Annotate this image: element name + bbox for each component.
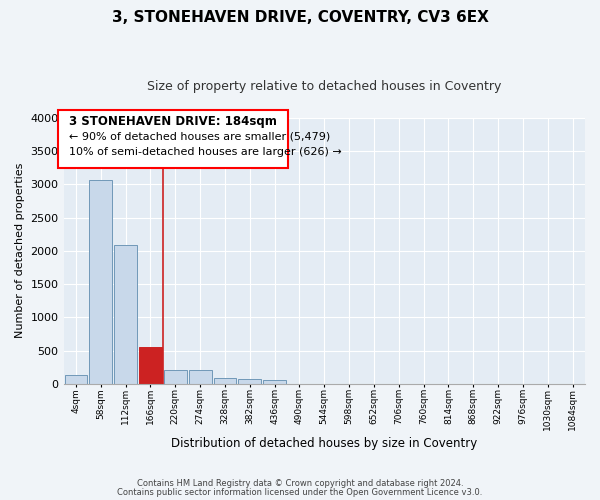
Bar (89, 180, 112, 384)
Bar (238, 379, 261, 384)
Bar (139, 346, 162, 384)
Bar (114, 246, 137, 384)
Text: 3 STONEHAVEN DRIVE: 184sqm: 3 STONEHAVEN DRIVE: 184sqm (69, 115, 277, 128)
X-axis label: Distribution of detached houses by size in Coventry: Distribution of detached houses by size … (171, 437, 478, 450)
Text: 3, STONEHAVEN DRIVE, COVENTRY, CV3 6EX: 3, STONEHAVEN DRIVE, COVENTRY, CV3 6EX (112, 10, 488, 25)
Text: Contains public sector information licensed under the Open Government Licence v3: Contains public sector information licen… (118, 488, 482, 497)
Bar (65, 375, 88, 384)
FancyBboxPatch shape (58, 110, 288, 168)
Text: ← 90% of detached houses are smaller (5,479): ← 90% of detached houses are smaller (5,… (69, 131, 330, 141)
Text: 10% of semi-detached houses are larger (626) →: 10% of semi-detached houses are larger (… (69, 147, 341, 157)
Y-axis label: Number of detached properties: Number of detached properties (15, 163, 25, 338)
Bar (214, 378, 236, 384)
Bar (164, 370, 187, 384)
Bar (188, 370, 212, 384)
Title: Size of property relative to detached houses in Coventry: Size of property relative to detached ho… (147, 80, 502, 93)
Text: Contains HM Land Registry data © Crown copyright and database right 2024.: Contains HM Land Registry data © Crown c… (137, 478, 463, 488)
Bar (263, 380, 286, 384)
